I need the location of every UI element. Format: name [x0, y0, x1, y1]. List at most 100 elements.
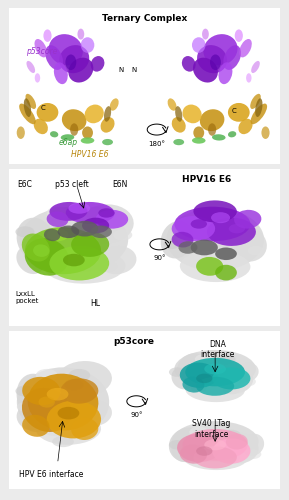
Ellipse shape — [210, 54, 221, 70]
Ellipse shape — [191, 240, 218, 256]
Ellipse shape — [200, 109, 224, 131]
Ellipse shape — [90, 226, 112, 238]
Ellipse shape — [173, 139, 184, 145]
Ellipse shape — [212, 438, 251, 464]
Text: p53 cleft: p53 cleft — [55, 180, 89, 189]
Ellipse shape — [82, 218, 109, 234]
Ellipse shape — [166, 208, 264, 271]
Ellipse shape — [81, 388, 100, 400]
Ellipse shape — [204, 364, 226, 374]
Ellipse shape — [35, 73, 40, 83]
Ellipse shape — [71, 232, 109, 257]
Ellipse shape — [79, 400, 112, 426]
Ellipse shape — [172, 421, 259, 462]
Ellipse shape — [228, 131, 236, 138]
Ellipse shape — [68, 203, 90, 213]
Ellipse shape — [174, 206, 251, 241]
Ellipse shape — [82, 126, 93, 139]
Ellipse shape — [196, 257, 223, 276]
Ellipse shape — [172, 216, 215, 241]
Ellipse shape — [19, 104, 36, 124]
Ellipse shape — [191, 219, 207, 228]
Ellipse shape — [68, 58, 93, 82]
Ellipse shape — [22, 415, 49, 437]
Ellipse shape — [215, 265, 237, 280]
Ellipse shape — [70, 124, 78, 136]
Ellipse shape — [65, 54, 76, 70]
Ellipse shape — [49, 34, 83, 66]
Ellipse shape — [34, 118, 48, 134]
Ellipse shape — [203, 34, 238, 66]
Text: e6ap: e6ap — [59, 138, 78, 146]
Ellipse shape — [218, 62, 232, 84]
Ellipse shape — [81, 37, 94, 53]
Ellipse shape — [171, 440, 194, 462]
Ellipse shape — [47, 206, 68, 219]
Text: SV40 LTag
interface: SV40 LTag interface — [192, 420, 230, 439]
Ellipse shape — [75, 420, 94, 432]
Ellipse shape — [96, 210, 128, 229]
Ellipse shape — [202, 28, 209, 40]
Ellipse shape — [25, 238, 69, 276]
Text: C: C — [40, 104, 45, 110]
Ellipse shape — [63, 254, 85, 266]
Ellipse shape — [16, 218, 55, 262]
Ellipse shape — [251, 61, 260, 73]
Ellipse shape — [193, 200, 237, 222]
Ellipse shape — [17, 126, 25, 139]
Text: N: N — [131, 67, 136, 73]
Ellipse shape — [58, 407, 79, 420]
Ellipse shape — [37, 103, 58, 122]
Ellipse shape — [71, 418, 98, 440]
Ellipse shape — [47, 212, 68, 227]
Ellipse shape — [38, 396, 55, 407]
Ellipse shape — [98, 246, 136, 274]
Text: Ternary Complex: Ternary Complex — [102, 14, 187, 23]
Ellipse shape — [191, 383, 207, 392]
Ellipse shape — [189, 426, 208, 438]
Ellipse shape — [184, 214, 203, 224]
Ellipse shape — [215, 248, 237, 260]
Text: LxxLL
pocket: LxxLL pocket — [16, 292, 39, 304]
Text: HPV16 E6: HPV16 E6 — [182, 176, 231, 184]
Ellipse shape — [96, 261, 117, 272]
Ellipse shape — [180, 445, 207, 464]
Ellipse shape — [25, 227, 101, 274]
Ellipse shape — [183, 444, 248, 470]
Ellipse shape — [242, 434, 264, 456]
Text: E6N: E6N — [112, 180, 127, 189]
Ellipse shape — [16, 226, 34, 237]
Ellipse shape — [185, 358, 245, 386]
Ellipse shape — [237, 362, 259, 382]
Ellipse shape — [175, 106, 182, 122]
Ellipse shape — [58, 361, 112, 396]
Ellipse shape — [68, 369, 90, 382]
Ellipse shape — [168, 98, 177, 110]
Ellipse shape — [238, 118, 253, 134]
Ellipse shape — [50, 131, 58, 138]
Ellipse shape — [182, 56, 196, 72]
Ellipse shape — [180, 362, 218, 388]
Ellipse shape — [185, 377, 245, 402]
Ellipse shape — [192, 37, 205, 53]
Text: C: C — [232, 108, 236, 114]
Text: p53core: p53core — [26, 47, 58, 56]
Ellipse shape — [22, 377, 60, 405]
Ellipse shape — [191, 452, 207, 462]
Ellipse shape — [211, 212, 230, 223]
Ellipse shape — [215, 432, 259, 464]
Ellipse shape — [204, 439, 226, 450]
Ellipse shape — [17, 368, 109, 437]
Ellipse shape — [27, 61, 35, 73]
Ellipse shape — [212, 134, 225, 140]
Ellipse shape — [226, 434, 248, 450]
Ellipse shape — [22, 234, 50, 262]
Ellipse shape — [196, 446, 212, 456]
Text: 180°: 180° — [148, 140, 165, 146]
Ellipse shape — [49, 202, 88, 221]
Ellipse shape — [26, 420, 45, 432]
Ellipse shape — [36, 413, 101, 445]
Ellipse shape — [113, 230, 132, 240]
Ellipse shape — [16, 374, 55, 421]
Ellipse shape — [59, 45, 89, 73]
